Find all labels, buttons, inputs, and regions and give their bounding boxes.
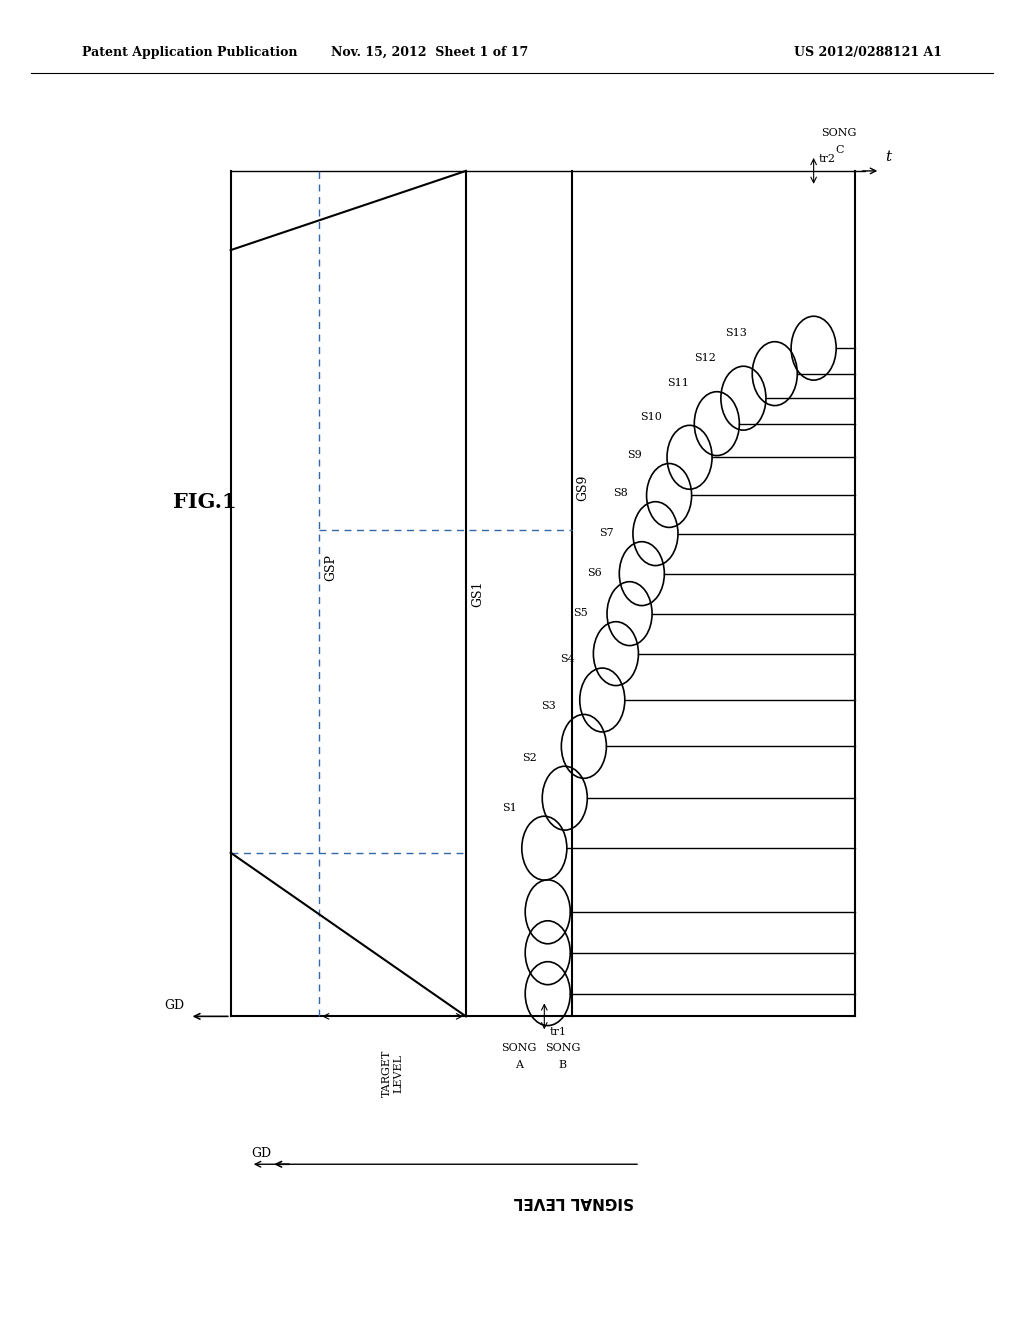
Text: US 2012/0288121 A1: US 2012/0288121 A1	[794, 46, 942, 59]
Text: S4: S4	[560, 655, 574, 664]
Text: S8: S8	[613, 488, 628, 498]
Text: C: C	[835, 145, 844, 154]
Text: A: A	[515, 1060, 522, 1071]
Text: S12: S12	[694, 352, 716, 363]
Text: GD: GD	[251, 1147, 271, 1160]
Text: SONG: SONG	[501, 1043, 537, 1053]
Text: tr2: tr2	[819, 154, 836, 164]
Text: S3: S3	[542, 701, 556, 710]
Text: S6: S6	[587, 568, 602, 578]
Text: S10: S10	[640, 412, 662, 421]
Text: Patent Application Publication: Patent Application Publication	[82, 46, 297, 59]
Text: GS1: GS1	[471, 581, 484, 607]
Text: S5: S5	[573, 609, 588, 618]
Text: FIG.1: FIG.1	[173, 491, 237, 512]
Text: GSP: GSP	[325, 553, 338, 581]
Text: GS9: GS9	[577, 475, 590, 502]
Text: S13: S13	[725, 327, 748, 338]
Text: t: t	[886, 150, 891, 164]
Text: S9: S9	[627, 450, 641, 459]
Text: S2: S2	[522, 752, 538, 763]
Text: S7: S7	[599, 528, 614, 539]
Text: tr1: tr1	[550, 1027, 566, 1038]
Text: SIGNAL LEVEL: SIGNAL LEVEL	[513, 1193, 634, 1209]
Text: TARGET
LEVEL: TARGET LEVEL	[382, 1049, 403, 1097]
Text: SONG: SONG	[545, 1043, 581, 1053]
Text: GD: GD	[165, 999, 184, 1012]
Text: S1: S1	[502, 803, 517, 813]
Text: S11: S11	[668, 378, 689, 388]
Text: B: B	[559, 1060, 567, 1071]
Text: Nov. 15, 2012  Sheet 1 of 17: Nov. 15, 2012 Sheet 1 of 17	[332, 46, 528, 59]
Text: SONG: SONG	[821, 128, 857, 137]
